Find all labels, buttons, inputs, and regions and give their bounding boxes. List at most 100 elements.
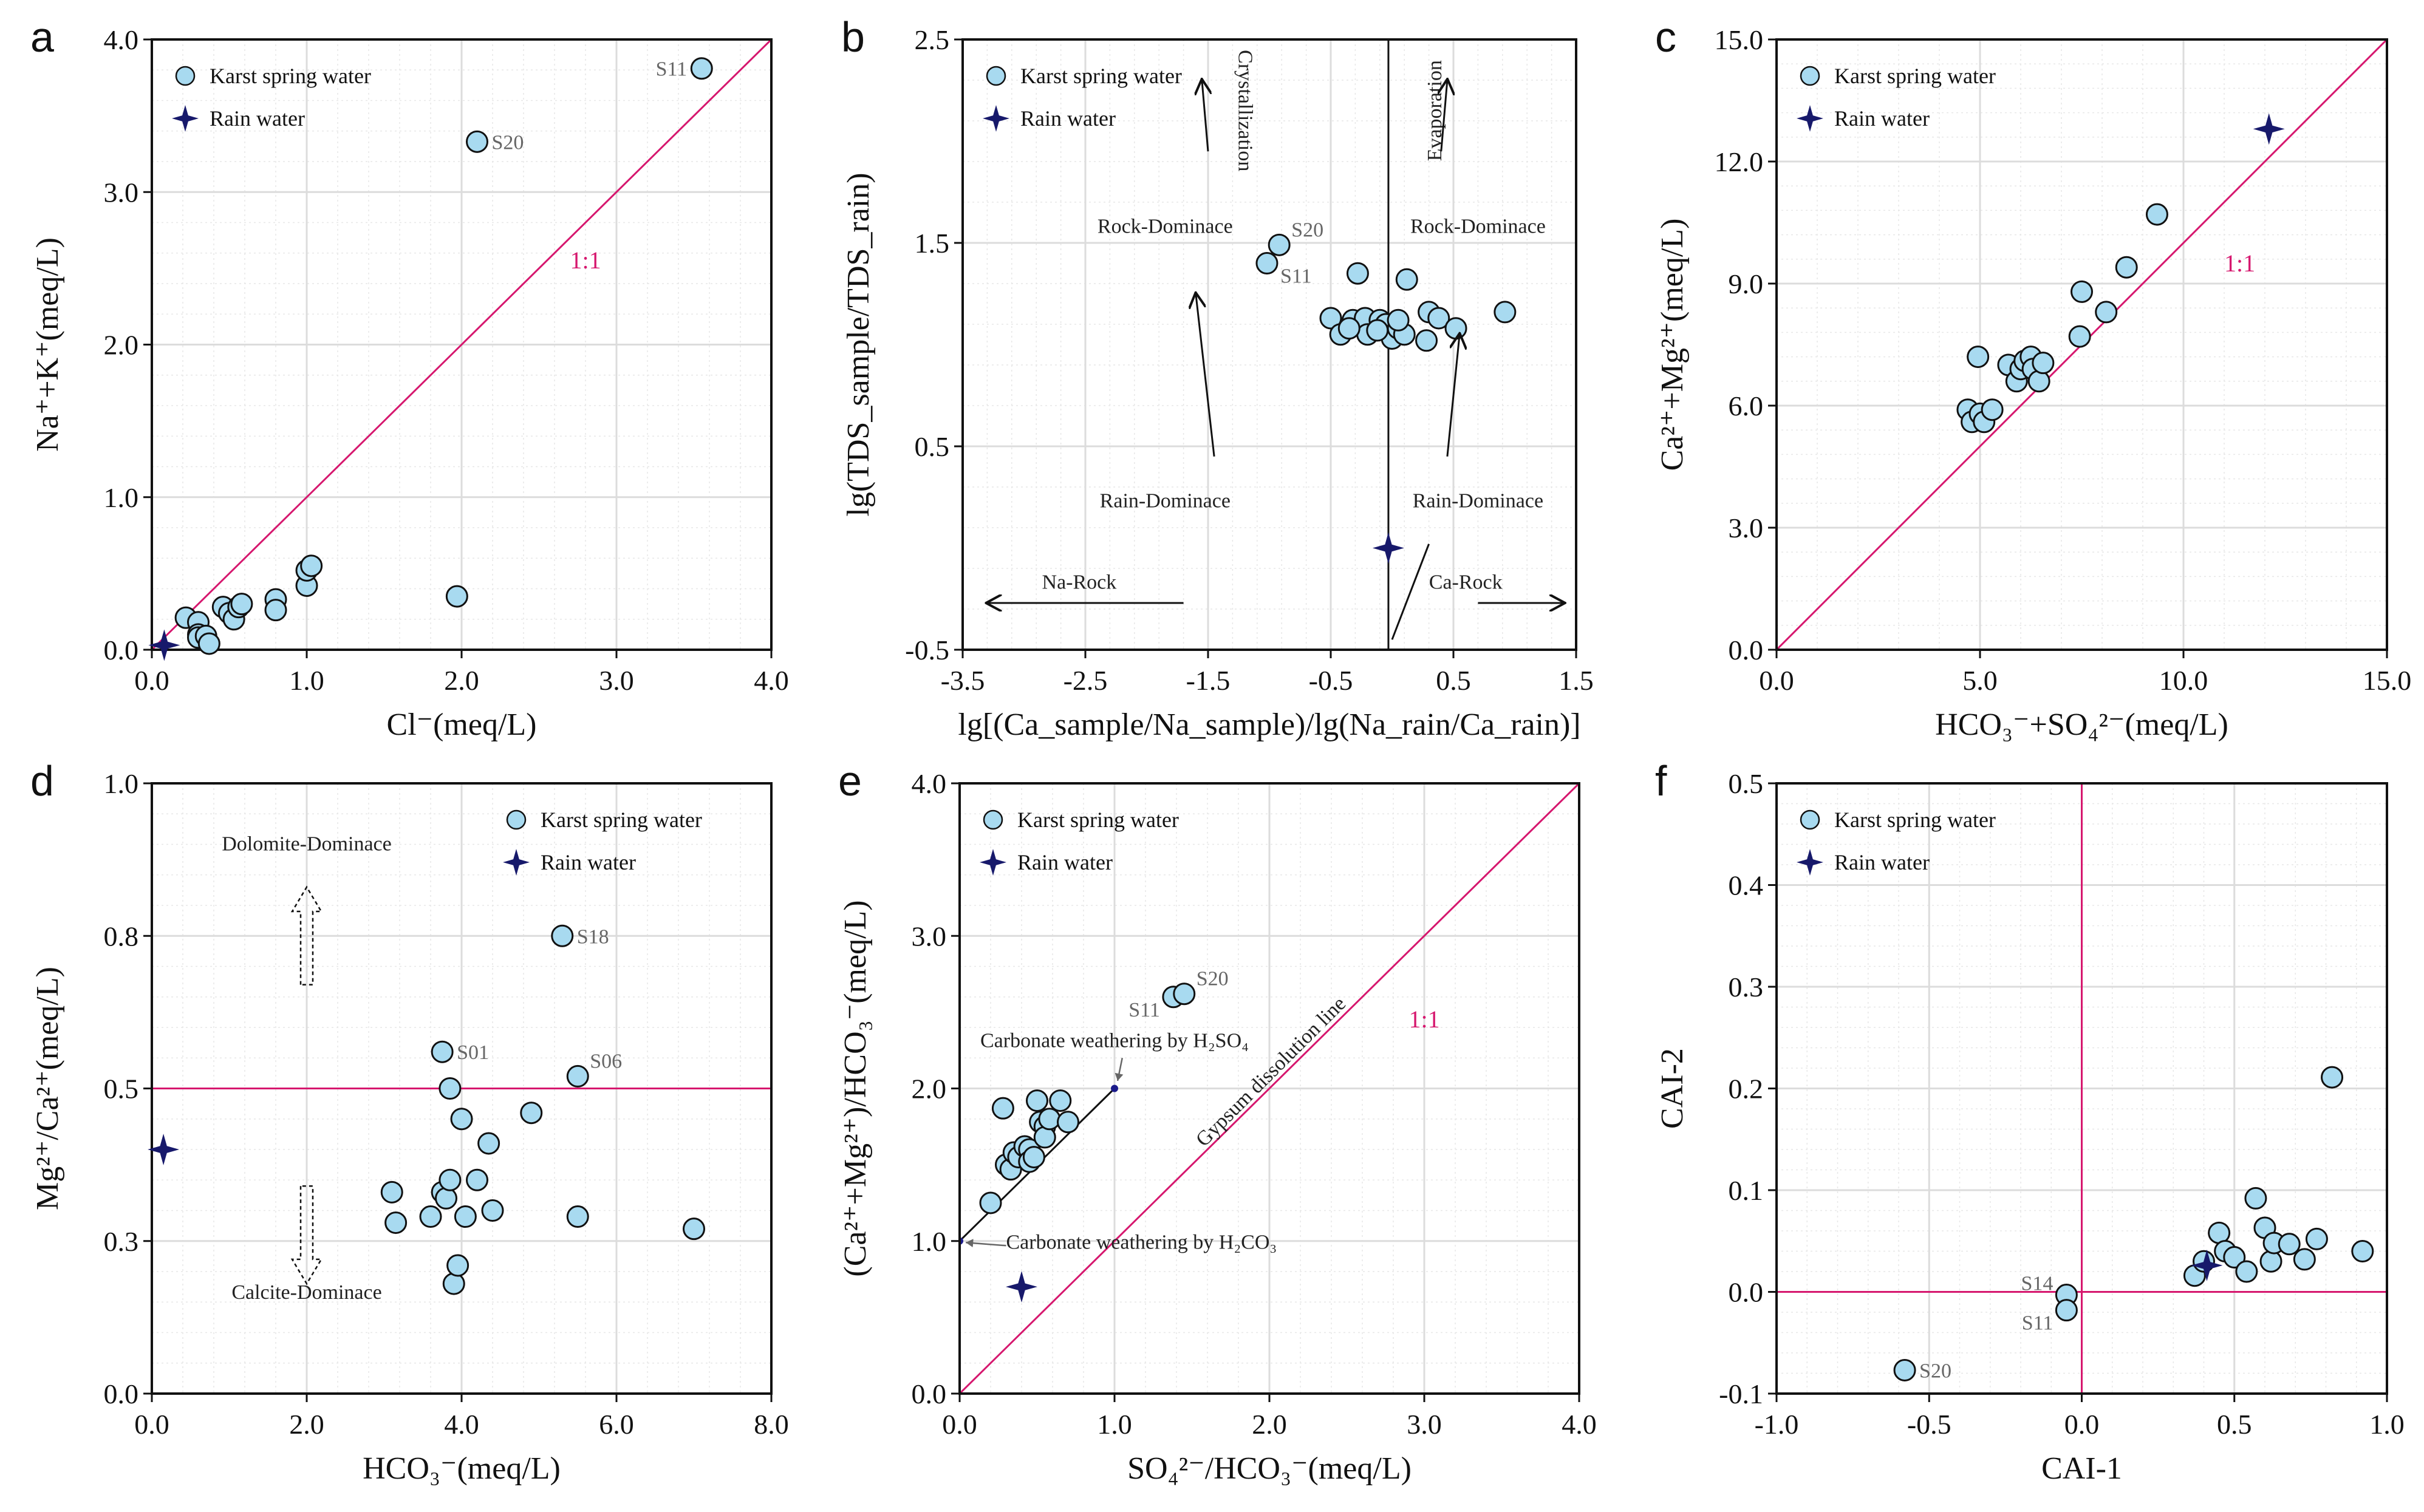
x-tick-label: 15.0: [2363, 665, 2412, 696]
y-tick-label: 3.0: [912, 921, 947, 952]
spring-point: [2244, 1187, 2267, 1210]
legend-spring-marker: [506, 809, 527, 830]
x-tick-label: 8.0: [754, 1409, 789, 1440]
spring-point: [477, 1132, 500, 1155]
na-rock-label: Na-Rock: [1042, 571, 1117, 594]
spring-point: [690, 57, 713, 80]
y-tick-label: 9.0: [1729, 268, 1764, 299]
y-tick-label: 0.1: [1729, 1175, 1764, 1206]
y-axis-title: Mg²⁺/Ca²⁺(meq/L): [30, 967, 65, 1210]
y-tick-label: 0.5: [104, 1074, 139, 1105]
spring-point: [1387, 308, 1410, 332]
plot-frame: [961, 38, 1577, 651]
legend-spring-label: Karst spring water: [541, 808, 702, 832]
legend-rain-marker: [980, 849, 1006, 876]
x-tick-label: 1.5: [1559, 665, 1594, 696]
x-tick-label: -1.5: [1186, 665, 1231, 696]
spring-point: [2115, 256, 2138, 279]
x-tick-label: 0.0: [134, 665, 169, 696]
legend-spring-label: Karst spring water: [1834, 808, 1996, 832]
spring-point: [1173, 982, 1196, 1006]
panel-label: c: [1655, 13, 1676, 61]
x-tick-label: 2.0: [444, 665, 479, 696]
y-tick-label: 1.0: [912, 1226, 947, 1257]
plot-frame: [958, 782, 1580, 1395]
y-tick-label: 15.0: [1715, 24, 1764, 55]
y-tick-label: 0.5: [915, 431, 950, 462]
rain-dominance-label-right: Rain-Dominace: [1413, 490, 1543, 513]
rain-point: [2191, 1249, 2223, 1281]
crystallization-label: Crystallization: [1234, 50, 1257, 171]
spring-point: [2032, 352, 2055, 375]
panel-a: 0.0 1.0 2.0 3.0 4.0 0.0 1.0 2.0 3.0 4.0 a Cl⁻(meq/L…: [30, 13, 789, 742]
plot-frame: [151, 782, 773, 1395]
spring-point: [979, 1191, 1002, 1214]
point-label: S11: [1280, 265, 1312, 288]
x-tick-label: 2.0: [1252, 1409, 1287, 1440]
spring-point: [1366, 319, 1389, 342]
y-tick-label: 0.2: [1729, 1074, 1764, 1105]
spring-point: [442, 1272, 465, 1295]
x-tick-label: 0.0: [134, 1409, 169, 1440]
x-tick-label: 0.0: [1759, 665, 1794, 696]
spring-point: [1346, 262, 1369, 285]
point-label: S20: [1197, 968, 1229, 990]
spring-point: [1444, 317, 1467, 340]
legend-spring-label: Karst spring water: [1020, 64, 1182, 88]
y-tick-label: 0.0: [104, 1378, 139, 1409]
spring-point: [1033, 1126, 1056, 1149]
x-tick-label: 0.5: [1436, 665, 1471, 696]
rain-point: [1372, 532, 1404, 564]
panel-label: a: [30, 13, 54, 61]
y-tick-label: 0.0: [912, 1378, 947, 1409]
rain-dominance-pointer: [1391, 543, 1430, 640]
panel-f: -1.0 -0.5 0.0 0.5 1.0 -0.1 0.0 0.1 0.2 0.3 0.4 0.5 f…: [1655, 757, 2405, 1486]
spring-point: [439, 1077, 462, 1100]
x-tick-label: -2.5: [1063, 665, 1108, 696]
y-tick-label: 0.5: [1729, 768, 1764, 799]
h2so4-pointer: [1115, 1058, 1124, 1081]
gypsum-line-label: Gypsum dissolution line: [1192, 992, 1350, 1151]
legend-rain-label: Rain water: [1834, 106, 1930, 131]
spring-point: [1038, 1108, 1061, 1131]
one-to-one-line: [960, 783, 1579, 1394]
one-to-one-label: 1:1: [1409, 1006, 1440, 1033]
x-axis-title: lg[(Ca_sample/Na_sample)/lg(Na_rain/Ca_r…: [958, 707, 1580, 742]
x-tick-label: -0.5: [1907, 1409, 1951, 1440]
spring-point: [1893, 1358, 1916, 1381]
legend-rain-marker: [503, 849, 530, 876]
rain-to-rock-arrow-right: [1446, 335, 1460, 457]
spring-point: [1255, 252, 1279, 274]
one-to-one-label: 1:1: [570, 247, 601, 274]
y-axis-title: Ca²⁺+Mg²⁺(meq/L): [1655, 219, 1690, 471]
spring-point: [264, 599, 287, 622]
spring-point: [2223, 1246, 2246, 1269]
legend-rain-label: Rain water: [210, 106, 305, 131]
point-label: S06: [590, 1050, 622, 1072]
rain-dominance-label-left: Rain-Dominace: [1100, 490, 1231, 513]
x-tick-label: 4.0: [754, 665, 789, 696]
x-axis-title: HCO₃⁻(meq/L): [363, 1451, 561, 1486]
point-label: S20: [492, 131, 524, 154]
spring-point: [2071, 280, 2093, 303]
x-tick-label: -0.5: [1309, 665, 1353, 696]
y-tick-label: -0.1: [1719, 1378, 1763, 1409]
y-tick-label: 4.0: [912, 768, 947, 799]
spring-point: [1026, 1089, 1048, 1112]
spring-point: [2095, 301, 2118, 324]
one-to-one-line: [152, 39, 771, 650]
point-label: S18: [577, 925, 609, 948]
spring-point: [1415, 329, 1438, 352]
spring-point: [2305, 1227, 2328, 1250]
x-tick-label: 0.5: [2217, 1409, 2252, 1440]
dolomite-dominance-label: Dolomite-Dominace: [222, 833, 391, 856]
h2so4-endpoint: [1111, 1085, 1118, 1092]
y-tick-label: 3.0: [1729, 513, 1764, 543]
spring-point: [446, 1254, 469, 1277]
panel-b: -3.5 -2.5 -1.5 -0.5 0.5 1.5 -0.5 0.5 1.5 2.5 b lg[(…: [841, 13, 1594, 742]
panel-d: 0.0 2.0 4.0 6.0 8.0 0.0 0.3 0.5 0.8 1.0 d HCO₃⁻(meq…: [30, 757, 789, 1486]
spring-point: [1057, 1111, 1079, 1134]
plot-frame: [151, 38, 773, 651]
spring-point: [2278, 1233, 2301, 1256]
